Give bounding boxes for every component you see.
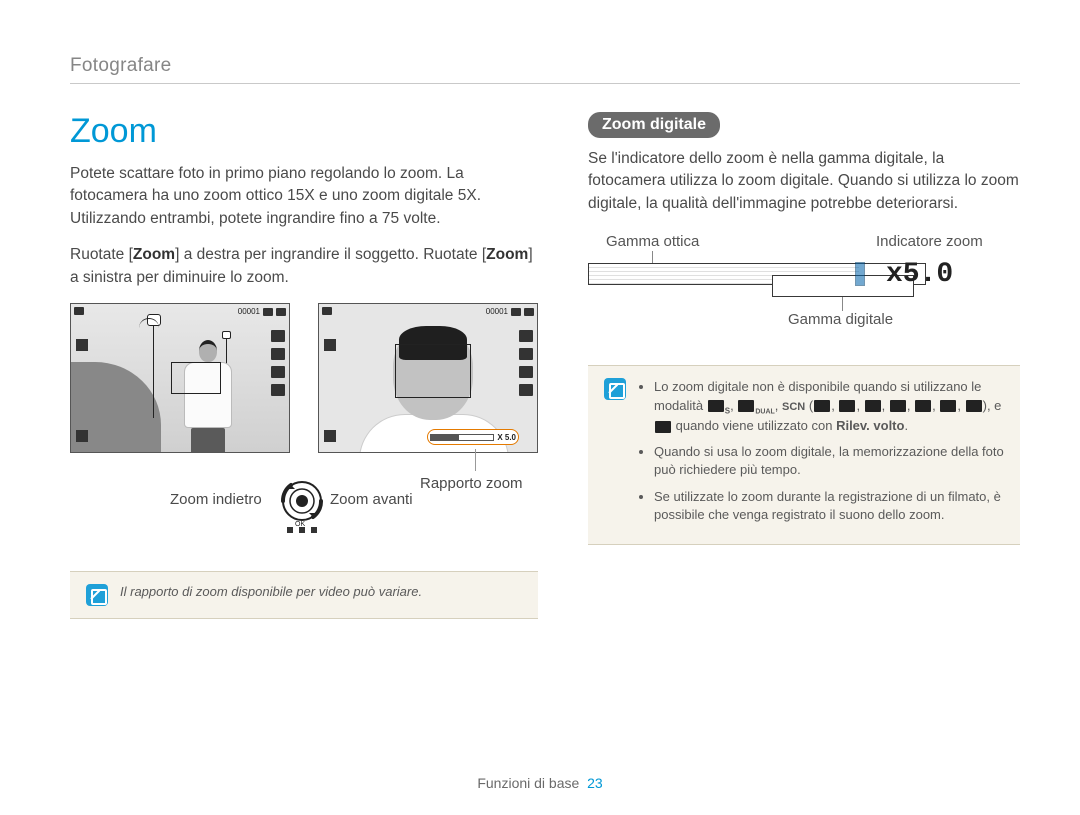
flash-icon — [519, 348, 533, 360]
mode-icon-4 — [890, 400, 906, 412]
camera-preview-wide: 00001 — [70, 303, 290, 453]
breadcrumb: Fotografare — [70, 55, 1020, 84]
camera-preview-tele: 00001 X 5.0 — [318, 303, 538, 453]
battery-icon — [276, 308, 286, 316]
right-column: Zoom digitale Se l'indicatore dello zoom… — [588, 112, 1020, 619]
mode-icon-2 — [839, 400, 855, 412]
zoom-ratio-indicator: X 5.0 — [427, 429, 519, 445]
mode-s-icon — [708, 400, 724, 412]
note-item-2: Quando si usa lo zoom digitale, la memor… — [654, 443, 1004, 479]
mode-icon-7 — [966, 400, 982, 412]
label-gamma-digitale: Gamma digitale — [788, 311, 893, 328]
timer-icon — [519, 366, 533, 378]
left-icon-2 — [76, 430, 88, 442]
label-zoom-indietro: Zoom indietro — [170, 491, 262, 508]
note-text: Il rapporto di zoom disponibile per vide… — [120, 584, 422, 606]
label-rapporto-zoom: Rapporto zoom — [420, 475, 523, 492]
mode-icon — [322, 307, 332, 315]
left-icon-1 — [76, 339, 88, 351]
left-icon-1 — [324, 339, 336, 351]
label-zoom-avanti: Zoom avanti — [330, 491, 413, 508]
flash-icon — [271, 348, 285, 360]
footer-section: Funzioni di base — [477, 775, 579, 791]
zoom-bold-1: Zoom — [133, 246, 175, 263]
mode-icon-6 — [940, 400, 956, 412]
footer-page-number: 23 — [587, 775, 603, 791]
zoom-bold-2: Zoom — [486, 246, 528, 263]
zoom-range-diagram: Gamma ottica Indicatore zoom x5.0 Gamma … — [588, 229, 1020, 339]
mode-icon-3 — [865, 400, 881, 412]
zoom-digitale-text: Se l'indicatore dello zoom è nella gamma… — [588, 148, 1020, 215]
zoom-dial-icon: OK — [277, 479, 327, 543]
label-indicatore-zoom: Indicatore zoom — [876, 233, 983, 250]
heading-zoom-digitale: Zoom digitale — [588, 112, 720, 138]
counter: 00001 — [486, 307, 508, 316]
zoom-rotate-text: Ruotate [Zoom] a destra per ingrandire i… — [70, 244, 538, 289]
note-video-zoom: Il rapporto di zoom disponibile per vide… — [70, 571, 538, 619]
zoom-intro-text: Potete scattare foto in primo piano rego… — [70, 163, 538, 230]
counter: 00001 — [238, 307, 260, 316]
mode-movie-icon — [655, 421, 671, 433]
left-icon-2 — [324, 430, 336, 442]
battery-icon — [524, 308, 534, 316]
ev-icon — [519, 384, 533, 396]
af-rectangle — [171, 362, 221, 394]
note-item-3: Se utilizzate lo zoom durante la registr… — [654, 488, 1004, 524]
timer-icon — [271, 366, 285, 378]
quality-icon — [263, 308, 273, 316]
mode-icon-1 — [814, 400, 830, 412]
label-gamma-ottica: Gamma ottica — [606, 233, 699, 250]
note-digital-zoom-limits: Lo zoom digitale non è disponibile quand… — [588, 365, 1020, 545]
af-rectangle — [395, 344, 471, 398]
zoom-ratio-value: X 5.0 — [497, 433, 516, 442]
left-column: Zoom Potete scattare foto in primo piano… — [70, 112, 538, 619]
note-icon — [86, 584, 108, 606]
thumbnail-row: 00001 00001 — [70, 303, 538, 453]
quality-icon — [511, 308, 521, 316]
ev-icon — [271, 384, 285, 396]
mode-dual-icon — [738, 400, 754, 412]
mode-icon-5 — [915, 400, 931, 412]
note-item-1: Lo zoom digitale non è disponibile quand… — [654, 378, 1004, 435]
zoom-marker — [855, 262, 865, 286]
size-icon — [519, 330, 533, 342]
page-footer: Funzioni di base 23 — [0, 775, 1080, 791]
mode-icon — [74, 307, 84, 315]
note-icon — [604, 378, 626, 400]
t: ] a destra per ingrandire il soggetto. R… — [175, 246, 486, 263]
size-icon — [271, 330, 285, 342]
zoom-value: x5.0 — [886, 259, 953, 290]
t: Ruotate [ — [70, 246, 133, 263]
heading-zoom: Zoom — [70, 112, 538, 151]
mode-scn: SCN — [782, 401, 805, 413]
svg-text:OK: OK — [295, 521, 305, 528]
